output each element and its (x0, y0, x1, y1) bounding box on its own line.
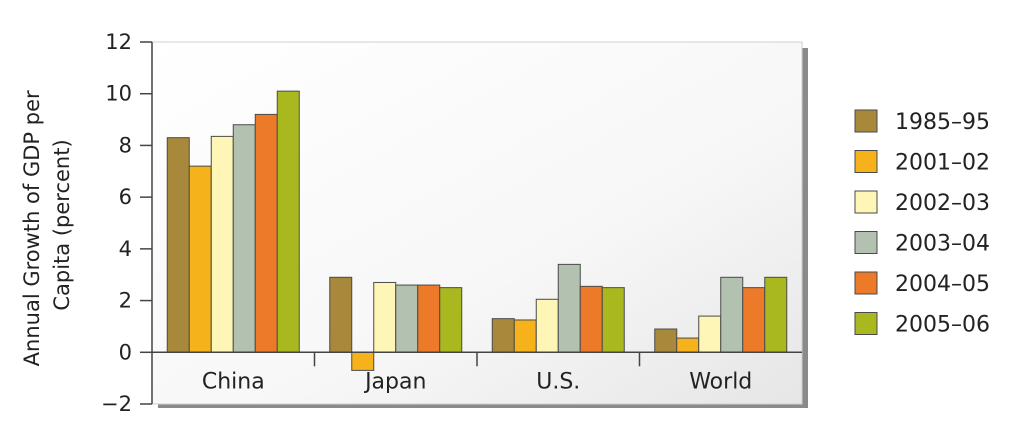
y-tick-label: 4 (119, 237, 132, 261)
y-axis-title-line-2: Capita (percent) (50, 139, 74, 310)
legend-swatch (854, 271, 878, 295)
bar (676, 337, 700, 353)
y-tick-label: 10 (105, 82, 132, 106)
category-label: U.S. (536, 369, 580, 394)
legend-swatch (854, 190, 878, 214)
bar (579, 285, 603, 353)
legend-label: 2001–02 (895, 151, 990, 176)
bar (329, 276, 353, 353)
bar (557, 263, 581, 353)
bar (188, 165, 212, 353)
legend-label: 2002–03 (895, 191, 990, 216)
y-tick-label: 12 (105, 30, 132, 54)
y-tick-label: 0 (119, 340, 132, 364)
y-axis-title: Annual Growth of GDP per Capita (percent… (20, 84, 74, 367)
legend-swatch (854, 231, 878, 254)
bar (742, 287, 766, 353)
legend-swatch (854, 150, 878, 173)
bar (373, 281, 397, 353)
bar (395, 284, 419, 353)
x-axis (152, 351, 802, 367)
y-axis-title-line-1: Annual Growth of GDP per (20, 90, 44, 366)
category-label: China (202, 369, 265, 394)
bar (764, 276, 788, 353)
bar (698, 315, 722, 353)
y-tick-label: 2 (119, 289, 132, 313)
legend-label: 2004–05 (895, 272, 990, 297)
legend-swatch (854, 109, 878, 133)
bar (276, 90, 300, 353)
legend-label: 2003–04 (895, 232, 990, 257)
bar (351, 351, 375, 371)
legend-label: 2005–06 (895, 313, 990, 338)
y-tick-label: 8 (119, 133, 132, 157)
category-labels: China Japan U.S. World (202, 369, 752, 394)
bar (601, 287, 625, 353)
bar (439, 287, 463, 353)
category-label: World (689, 369, 752, 394)
bar (491, 318, 515, 353)
bar (166, 137, 190, 353)
bar (232, 124, 256, 353)
bar (654, 328, 678, 353)
y-axis: 12 10 8 6 4 2 0 −2 (101, 30, 153, 416)
y-tick-label: −2 (101, 392, 132, 416)
legend-label: 1985–95 (895, 110, 990, 135)
bar (210, 135, 234, 353)
bar (535, 298, 559, 353)
bar (417, 284, 441, 353)
y-tick-label: 6 (119, 185, 132, 209)
category-label: Japan (363, 369, 426, 394)
bar (720, 276, 744, 353)
bar (254, 113, 278, 353)
bar (513, 319, 537, 353)
bars (166, 90, 788, 371)
legend: 1985–95 2001–02 2002–03 2003–04 2004–05 2005–… (854, 109, 990, 338)
legend-swatch (854, 312, 878, 335)
